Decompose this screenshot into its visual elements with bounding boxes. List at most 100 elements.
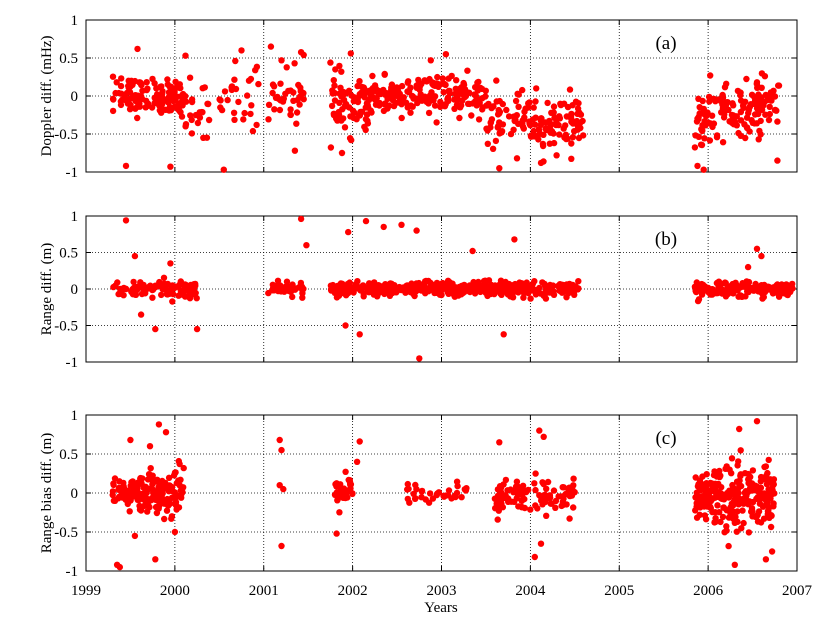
data-point [290,89,297,96]
data-point [182,281,190,289]
data-point [460,288,468,295]
data-point [119,492,127,499]
data-point [575,100,582,107]
data-point [701,135,708,142]
data-point [731,561,738,568]
data-point [569,102,576,109]
data-point [749,513,756,520]
data-point [390,89,397,97]
data-point [109,73,117,80]
data-point [158,103,165,110]
data-point [706,137,714,144]
data-point [544,478,552,486]
data-point [552,504,559,511]
data-point [364,120,372,127]
data-point [110,96,117,103]
data-point [521,495,528,503]
data-point [126,508,133,515]
data-point [746,103,754,110]
data-point [536,284,543,292]
data-point [176,107,183,114]
data-point [276,282,284,289]
data-point [172,498,180,506]
y-axis-label: Doppler diff. (mHz) [39,36,55,157]
data-point [537,159,545,167]
data-point [753,285,761,293]
data-point [759,494,766,501]
data-point [342,292,350,299]
x-tick-label: 2005 [604,583,634,599]
data-point [425,109,433,117]
data-point [496,108,504,116]
x-tick-label: 2004 [515,583,546,599]
data-point [333,530,340,537]
data-point [494,516,501,523]
data-point [364,101,371,109]
data-point [740,519,747,527]
data-point [768,548,776,555]
data-point [163,484,170,492]
data-point [297,215,305,223]
data-point [717,97,724,105]
data-point [175,457,182,465]
data-point [383,287,390,295]
data-point [728,111,736,119]
data-point [162,106,169,114]
data-point [366,284,373,291]
data-point [300,51,307,59]
data-point [247,110,254,118]
data-point [445,87,452,95]
data-point [282,90,289,98]
data-point [442,101,449,108]
data-point [724,489,731,497]
data-point [338,117,345,124]
data-point [767,523,775,531]
data-point [494,123,502,130]
data-point [511,283,518,291]
data-point [390,102,398,110]
data-point [398,221,405,228]
data-point [531,278,538,285]
data-point [126,100,133,108]
data-point [733,113,740,120]
data-point [122,162,130,170]
data-point [293,120,300,127]
data-point [513,478,521,485]
data-point [719,286,726,293]
data-point [112,89,119,97]
data-point [721,107,728,115]
data-point [535,126,543,134]
data-point [720,496,728,503]
data-point [362,126,369,134]
data-point [544,99,551,107]
data-point [490,286,497,293]
data-point [224,96,231,104]
x-tick-label: 2006 [693,583,724,599]
data-point [437,98,444,106]
data-point [490,103,497,110]
data-point [742,98,749,106]
data-point [714,502,721,509]
data-point [165,474,173,481]
data-point [138,284,145,291]
data-point [152,556,159,563]
data-point [725,542,732,550]
data-point [415,81,422,89]
data-point [193,325,201,333]
data-point [165,89,173,96]
data-point [762,556,770,563]
data-point [453,489,461,497]
data-point [564,135,571,142]
data-point [188,130,196,137]
data-point [711,519,718,526]
y-tick-label: -1 [66,165,79,181]
data-point [731,519,738,526]
data-point [784,291,791,299]
data-point [560,494,567,501]
data-point [413,486,420,493]
data-point [221,88,229,95]
data-point [512,116,519,124]
data-point [735,293,742,300]
data-point [748,91,756,99]
data-point [348,136,355,144]
